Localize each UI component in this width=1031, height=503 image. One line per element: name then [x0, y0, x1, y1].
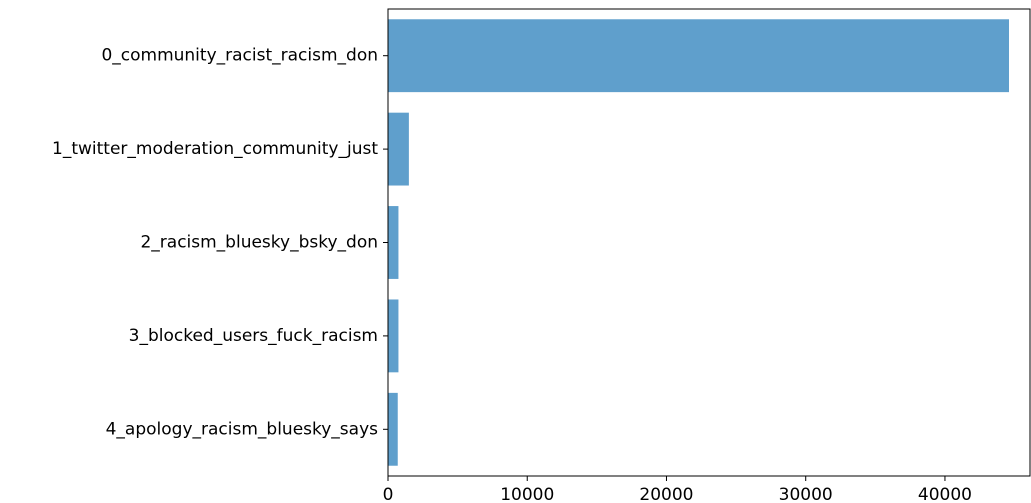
category-label-2: 2_racism_bluesky_bsky_don — [140, 233, 378, 253]
x-tick-label-1: 10000 — [500, 485, 554, 503]
bar-0 — [388, 19, 1009, 93]
bar-1 — [388, 112, 409, 186]
x-tick-label-3: 30000 — [779, 485, 833, 503]
bars-group — [388, 19, 1009, 466]
x-tick-label-4: 40000 — [918, 485, 972, 503]
x-ticks-group: 0 10000 20000 30000 40000 — [383, 476, 972, 503]
bar-3 — [388, 299, 399, 373]
x-tick-label-0: 0 — [383, 485, 394, 503]
category-labels-group: 0_community_racist_racism_don 1_twitter_m… — [52, 46, 378, 440]
bar-4 — [388, 392, 398, 466]
category-label-4: 4_apology_racism_bluesky_says — [106, 419, 379, 439]
bar-2 — [388, 206, 399, 279]
y-ticks-group — [383, 55, 388, 430]
category-label-1: 1_twitter_moderation_community_just — [52, 139, 378, 159]
x-tick-label-2: 20000 — [639, 485, 693, 503]
plot-frame — [387, 8, 1031, 477]
category-label-3: 3_blocked_users_fuck_racism — [129, 326, 378, 346]
category-label-0: 0_community_racist_racism_don — [101, 46, 378, 66]
